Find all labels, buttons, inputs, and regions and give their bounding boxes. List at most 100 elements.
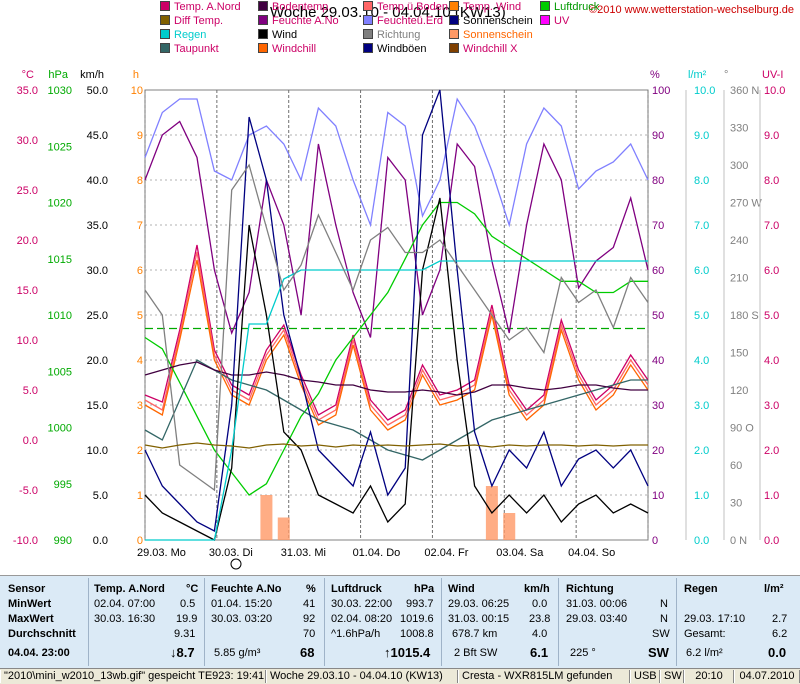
axis-tick-label-kmh: 45.0 (87, 130, 108, 142)
stats-richtung-max-val: N (660, 613, 668, 625)
axis-tick-label-deg: 30 (730, 498, 742, 510)
axis-tick-label-hours: 1 (137, 490, 143, 502)
legend-label: UV (554, 15, 570, 27)
axis-unit-hours: h (133, 69, 139, 81)
axis-tick-label-deg: 150 (730, 348, 748, 360)
separator (441, 578, 442, 666)
status-sw: SW (660, 670, 684, 683)
series-line-wind (144, 197, 649, 541)
axis-tick-label-hours: 5 (137, 310, 143, 322)
legend-swatch (449, 15, 459, 25)
series-line-diff-temp (144, 442, 648, 449)
axis-unit-temp: °C (22, 69, 34, 81)
status-date: 04.07.2010 (734, 670, 800, 683)
x-tick-label: 03.04. Sa (496, 547, 544, 559)
separator (676, 578, 677, 666)
axis-tick-label-uv: 8.0 (764, 175, 779, 187)
axis-tick-label-hpa: 1000 (48, 423, 72, 435)
stats-temp-max-time: 30.03. 16:30 (94, 613, 156, 625)
legend-label: Luftdruck (554, 1, 600, 13)
axis-tick-label-uv: 6.0 (764, 265, 779, 277)
stats-richtung-header: Richtung (566, 583, 614, 595)
legend-swatch (160, 29, 170, 39)
legend-label: Sonnenschein (463, 29, 533, 41)
axis-tick-label-deg: 330 (730, 123, 748, 135)
axis-tick-label-kmh: 0.0 (93, 535, 108, 547)
axis-tick-label-rain: 6.0 (694, 265, 709, 277)
legend-label: Windböen (377, 43, 427, 55)
axis-tick-label-hpa: 1025 (48, 141, 72, 153)
stats-feuchte-now: 68 (300, 645, 315, 660)
stats-temp-min-val: 0.5 (180, 598, 196, 610)
stats-feuchte-max-val: 92 (303, 613, 316, 625)
stats-wind-unit: km/h (524, 583, 550, 595)
axis-tick-label-kmh: 15.0 (87, 400, 108, 412)
x-tick-label: 02.04. Fr (424, 547, 468, 559)
legend-item: Windchill X (449, 42, 517, 56)
x-tick-label: 04.04. So (568, 547, 615, 559)
stats-feuchte-unit: % (306, 583, 316, 595)
stats-temp-min-time: 02.04. 07:00 (94, 598, 156, 610)
axis-tick-label-temp: 5.0 (23, 385, 38, 397)
stats-richtung-min-val: N (660, 598, 668, 610)
sunshine-bar (277, 517, 290, 540)
axis-tick-label-temp: 10.0 (17, 335, 38, 347)
stats-wind-avg: 4.0 (532, 628, 548, 640)
axis-tick-label-deg: 0 N (730, 535, 747, 547)
stats-now-label: 04.04. 23:00 (8, 647, 70, 659)
axis-tick-label-hours: 10 (131, 85, 143, 97)
status-week: Woche 29.03.10 - 04.04.10 (KW13) (266, 670, 458, 683)
stats-regen-total-label: Gesamt: (684, 628, 726, 640)
chart-title: Woche 29.03.10 - 04.04.10 (KW13) (270, 4, 506, 21)
axis-tick-label-deg: 270 W (730, 198, 762, 210)
axis-tick-label-temp: 35.0 (17, 85, 38, 97)
chart-area: 35.0 30.0 25.0 20.0 15.0 10.0 5.0 0.0 -5.0 -10.0 °… (12, 0, 794, 570)
legend-label: Taupunkt (174, 43, 219, 55)
x-tick-label: 30.03. Di (209, 547, 253, 559)
axis-unit-hpa: hPa (48, 69, 68, 81)
legend-swatch (449, 1, 459, 11)
stats-druck-unit: hPa (414, 583, 435, 595)
legend-swatch (363, 29, 373, 39)
stats-max-label: MaxWert (8, 613, 54, 625)
x-tick-label: 31.03. Mi (281, 547, 326, 559)
legend-item: Temp. A.Nord (160, 0, 241, 14)
axis-tick-label-hours: 0 (137, 535, 143, 547)
legend-swatch (363, 1, 373, 11)
stats-richtung-avg: SW (652, 628, 670, 640)
stats-wind-max-val: 23.8 (529, 613, 551, 625)
stats-regen-now: 0.0 (768, 645, 787, 660)
stats-feuchte-min-val: 41 (303, 598, 316, 610)
stats-wind-max-time: 31.03. 00:15 (448, 613, 510, 625)
axis-tick-label-pct: 90 (652, 130, 664, 142)
stats-feuchte-avg: 70 (303, 628, 316, 640)
axis-unit-kmh: km/h (80, 69, 104, 81)
stats-richtung-min-time: 31.03. 00:06 (566, 598, 628, 610)
stats-regen-total: 6.2 (772, 628, 788, 640)
legend-label: Diff Temp. (174, 15, 224, 27)
axis-tick-label-uv: 2.0 (764, 445, 779, 457)
axis-tick-label-pct: 10 (652, 490, 664, 502)
axis-tick-label-kmh: 5.0 (93, 490, 108, 502)
stats-regen-max-time: 29.03. 17:10 (684, 613, 746, 625)
series-line-windchill (144, 259, 649, 431)
axis-tick-label-uv: 5.0 (764, 310, 779, 322)
axis-tick-label-hpa: 1020 (48, 198, 72, 210)
axis-tick-label-deg: 60 (730, 460, 742, 472)
stats-temp-max-val: 19.9 (176, 613, 198, 625)
weather-chart: 35.030.025.020.015.010.05.00.0-5.0-10.0°… (13, 69, 785, 570)
legend-item: Temp. Wind (449, 0, 521, 14)
axis-tick-label-temp: 20.0 (17, 235, 38, 247)
series-line-regen (145, 260, 648, 541)
stats-feuchte-max-time: 30.03. 03:20 (211, 613, 273, 625)
axis-tick-label-hpa: 1015 (48, 254, 72, 266)
stats-druck-min-time: 30.03. 22:00 (331, 598, 393, 610)
axis-tick-label-temp: -10.0 (13, 535, 38, 547)
axis-tick-label-kmh: 25.0 (87, 310, 108, 322)
axis-tick-label-kmh: 20.0 (87, 355, 108, 367)
legend-swatch (449, 43, 459, 53)
legend-label: Temp. Wind (463, 1, 522, 13)
axis-tick-label-rain: 5.0 (694, 310, 709, 322)
legend-label: Wind (272, 29, 298, 41)
copyright: ©2010 www.wetterstation-wechselburg.de (589, 4, 794, 16)
